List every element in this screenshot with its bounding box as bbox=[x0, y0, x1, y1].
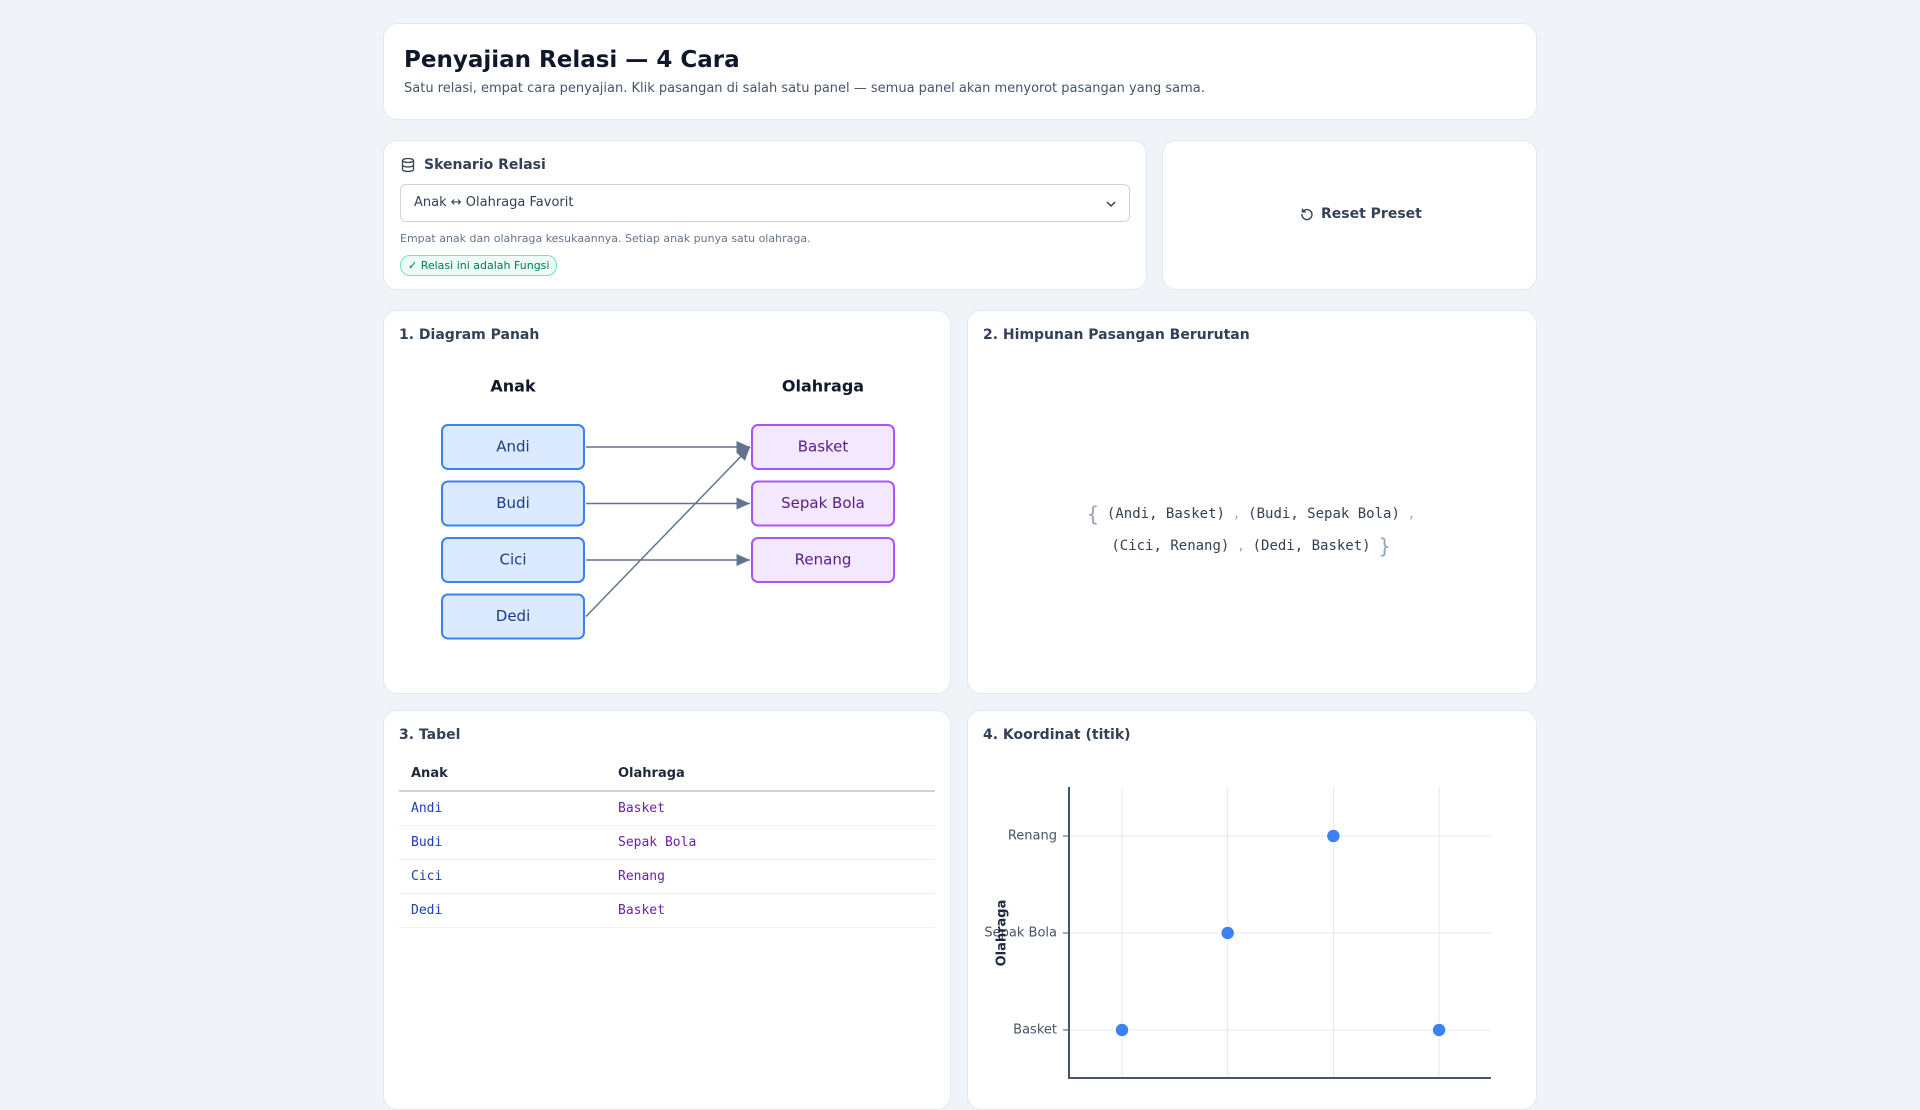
header-card bbox=[383, 23, 1537, 120]
pair-group: (Cici, Renang), bbox=[1111, 530, 1244, 562]
reset-icon bbox=[1301, 208, 1313, 221]
select-value: Anak ↔ Olahraga Favorit bbox=[414, 195, 574, 210]
function-badge: ✓ Relasi ini adalah Fungsi bbox=[400, 255, 558, 276]
page-title: Penyajian Relasi — 4 Cara bbox=[404, 47, 740, 73]
chevron-icon bbox=[1106, 201, 1116, 208]
page-subtitle: Satu relasi, empat cara penyajian. Klik … bbox=[404, 81, 1205, 96]
pair[interactable]: (Dedi, Basket) bbox=[1252, 538, 1371, 554]
table-row[interactable]: Budi Sepak Bola bbox=[399, 826, 935, 860]
page: Penyajian Relasi — 4 Cara Satu relasi, e… bbox=[383, 23, 1537, 1110]
scenario-description: Empat anak dan olahraga kesukaannya. Set… bbox=[400, 232, 811, 245]
pair-set: {(Andi, Basket), (Budi, Sepak Bola), (Cici… bbox=[1031, 498, 1471, 562]
database-icon bbox=[401, 157, 415, 173]
table-cell: Andi bbox=[411, 801, 443, 816]
table-header: Anak Olahraga bbox=[399, 756, 935, 792]
table-row[interactable]: Cici Renang bbox=[399, 860, 935, 894]
reset-button[interactable]: Reset Preset bbox=[1321, 206, 1422, 222]
table-cell: Cici bbox=[411, 869, 443, 884]
panel-title: 3. Tabel bbox=[399, 727, 461, 743]
pair-group: (Budi, Sepak Bola), bbox=[1248, 498, 1415, 530]
coordinate-panel bbox=[967, 710, 1537, 1110]
column-header: Olahraga bbox=[618, 765, 685, 781]
panel-title: 1. Diagram Panah bbox=[399, 327, 540, 343]
column-header: Anak bbox=[411, 765, 448, 781]
separator: , bbox=[1407, 507, 1416, 521]
table-panel bbox=[383, 710, 951, 1110]
separator: , bbox=[1237, 539, 1245, 553]
table-cell: Sepak Bola bbox=[618, 835, 697, 850]
separator: , bbox=[1232, 507, 1241, 521]
table-row[interactable]: Andi Basket bbox=[399, 792, 935, 826]
pair-group: (Dedi, Basket) bbox=[1253, 530, 1371, 562]
pair-group: (Andi, Basket), bbox=[1107, 498, 1240, 530]
brace: } bbox=[1378, 534, 1391, 558]
pair[interactable]: (Cici, Renang) bbox=[1111, 538, 1230, 554]
pair[interactable]: (Budi, Sepak Bola) bbox=[1248, 506, 1400, 522]
table-cell: Dedi bbox=[411, 903, 443, 918]
table-cell: Renang bbox=[618, 869, 665, 884]
relation-table: Anak Olahraga Andi Basket Budi Sepak Bola Cici… bbox=[399, 756, 935, 928]
pair[interactable]: (Andi, Basket) bbox=[1106, 506, 1225, 522]
brace: { bbox=[1086, 502, 1099, 526]
scenario-select[interactable]: Anak ↔ Olahraga Favorit bbox=[400, 184, 1130, 222]
reset-card[interactable] bbox=[1162, 140, 1537, 290]
panel-title: 2. Himpunan Pasangan Berurutan bbox=[983, 327, 1250, 343]
scenario-label: Skenario Relasi bbox=[424, 157, 546, 173]
arrow-panel bbox=[383, 310, 951, 694]
panel-title: 4. Koordinat (titik) bbox=[983, 727, 1131, 743]
table-cell: Basket bbox=[618, 903, 665, 918]
table-row[interactable]: Dedi Basket bbox=[399, 894, 935, 928]
pairs-panel bbox=[967, 310, 1537, 694]
table-cell: Budi bbox=[411, 835, 443, 850]
table-cell: Basket bbox=[618, 801, 665, 816]
